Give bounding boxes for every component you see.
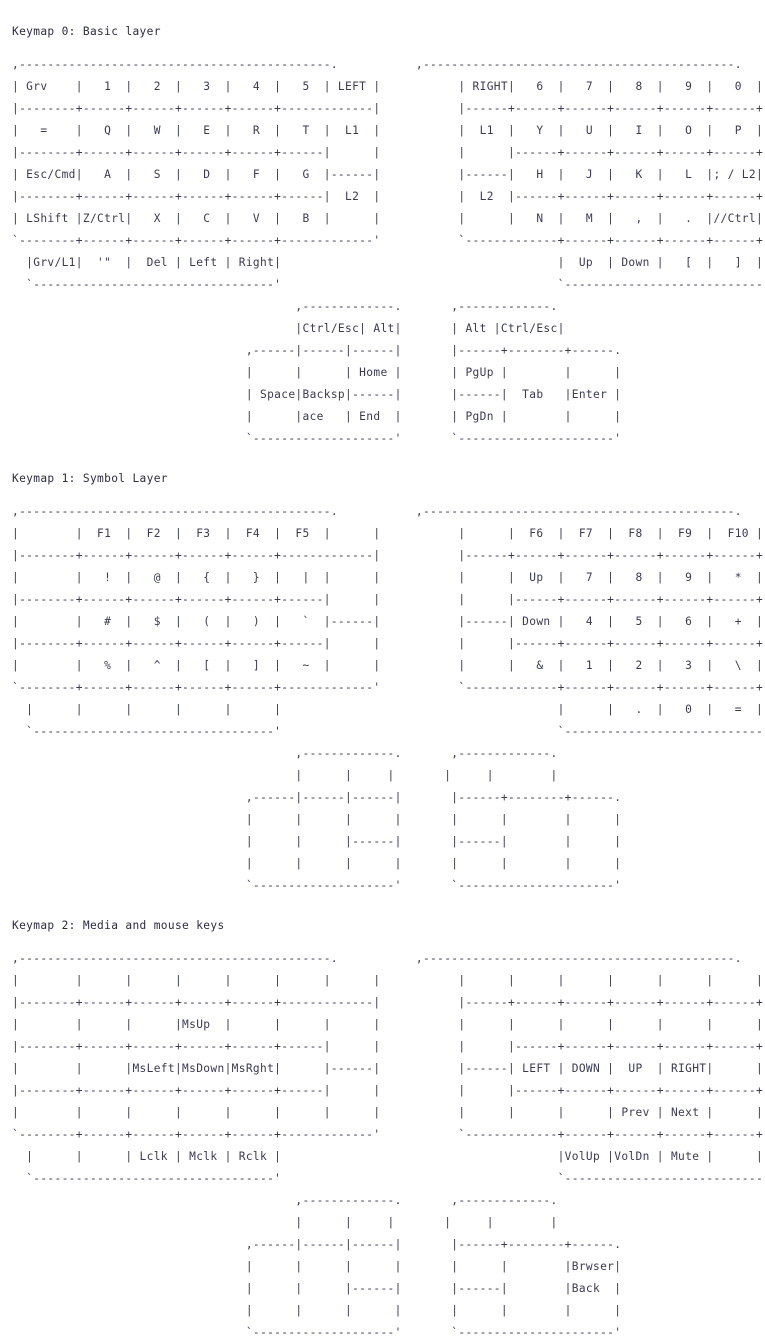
keymap-title-2: Keymap 2: Media and mouse keys — [12, 919, 225, 932]
keymap-2-main-matrix: ,---------------------------------------… — [12, 952, 765, 1185]
keymap-section-1: Keymap 1: Symbol Layer ,----------------… — [12, 468, 765, 897]
keymap-title-0: Keymap 0: Basic layer — [12, 25, 161, 38]
keymap-title-1: Keymap 1: Symbol Layer — [12, 472, 168, 485]
keymap-1-main-matrix: ,---------------------------------------… — [12, 505, 765, 738]
keymap-2-thumb-clusters: ,-------------. ,-------------. | | | | … — [245, 1194, 622, 1339]
keymap-0-main-matrix: ,---------------------------------------… — [12, 58, 765, 291]
keymap-section-2: Keymap 2: Media and mouse keys ,--------… — [12, 915, 765, 1344]
keymap-1-thumb-clusters: ,-------------. ,-------------. | | | | … — [245, 747, 622, 892]
keymap-0-thumb-clusters: ,-------------. ,-------------. |Ctrl/Es… — [245, 300, 622, 445]
keymap-document: Keymap 0: Basic layer ,-----------------… — [12, 21, 765, 1339]
keymap-section-0: Keymap 0: Basic layer ,-----------------… — [12, 21, 765, 450]
